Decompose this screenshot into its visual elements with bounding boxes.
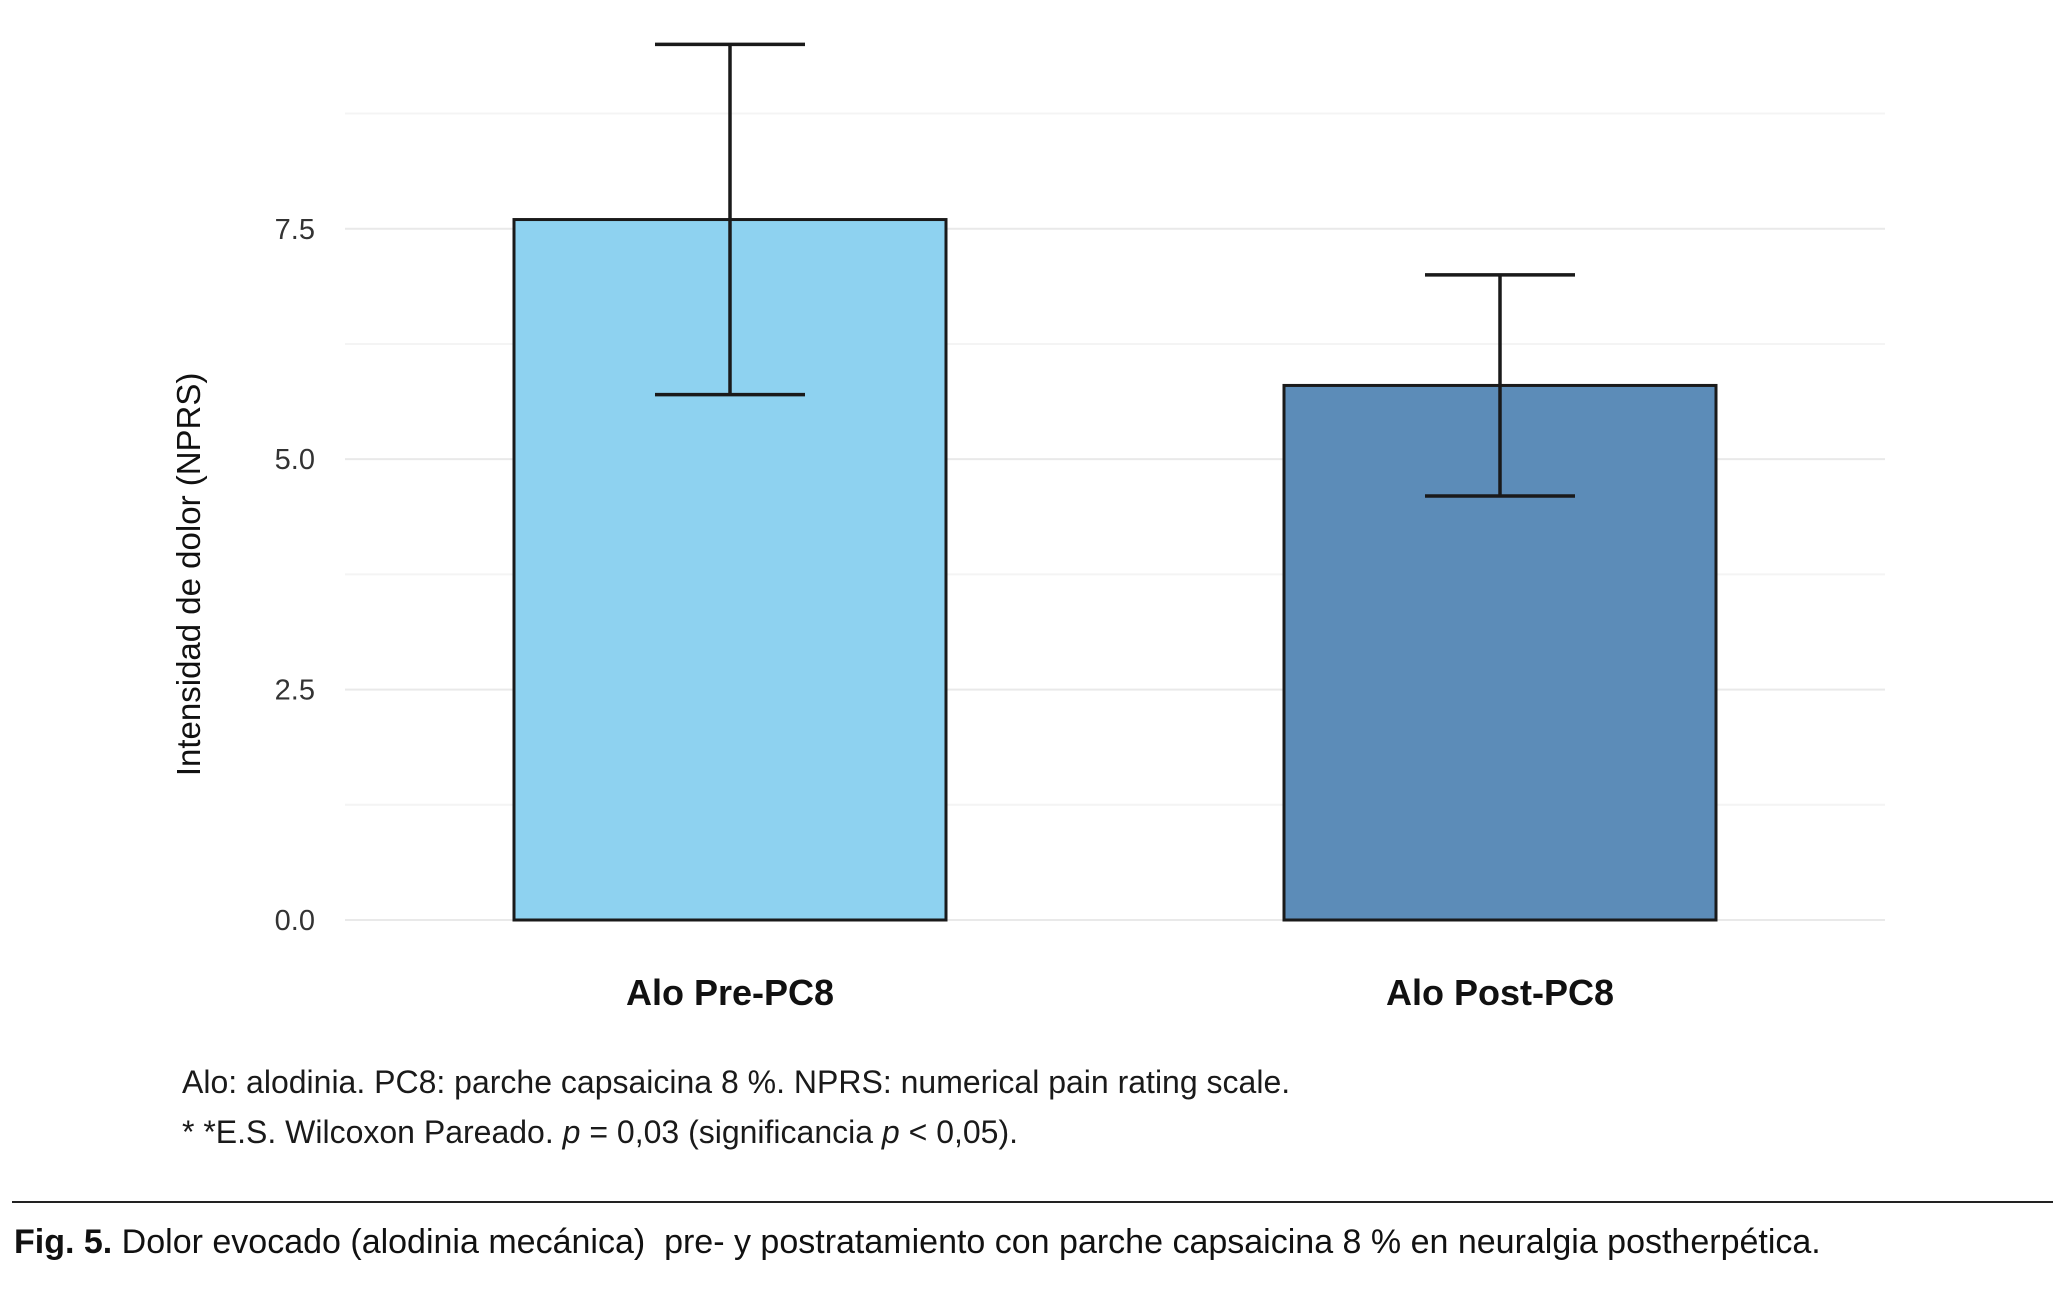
statistics-note-suffix: < 0,05). [899, 1113, 1019, 1150]
statistics-note-p-symbol: p [562, 1113, 581, 1150]
statistics-note-mid: = 0,03 (significancia [580, 1113, 882, 1150]
figure-caption-text: Dolor evocado (alodinia mecánica) pre- y… [112, 1223, 1821, 1261]
y-axis-label: Intensidad de dolor (NPRS) [170, 373, 207, 777]
chart-footnotes: Alo: alodinia. PC8: parche capsaicina 8 … [182, 1058, 1290, 1157]
statistics-note-prefix: * *E.S. Wilcoxon Pareado. [182, 1113, 563, 1150]
figure-caption: Fig. 5. Dolor evocado (alodinia mecánica… [14, 1220, 2004, 1264]
y-tick-label: 0.0 [275, 905, 315, 937]
figure-caption-label: Fig. 5. [14, 1223, 113, 1261]
statistics-note-p-symbol-2: p [881, 1113, 900, 1150]
bar-chart: 0.0 2.5 5.0 7.5 Alo Pre-PC8 Alo Post-PC8 Inten… [170, 42, 1885, 1013]
y-tick-label: 5.0 [275, 444, 315, 476]
chart-canvas: 0.0 2.5 5.0 7.5 Alo Pre-PC8 Alo Post-PC8 Inten… [170, 42, 1885, 1013]
abbreviations-note: Alo: alodinia. PC8: parche capsaicina 8 … [182, 1058, 1290, 1108]
y-tick-label: 2.5 [275, 675, 315, 707]
x-category-label-0: Alo Pre-PC8 [626, 972, 834, 1013]
x-category-label-1: Alo Post-PC8 [1386, 972, 1614, 1013]
caption-divider [12, 1201, 2053, 1203]
y-tick-label: 7.5 [275, 214, 315, 246]
abbreviations-note-text: Alo: alodinia. PC8: parche capsaicina 8 … [182, 1064, 1291, 1100]
statistics-note: * *E.S. Wilcoxon Pareado. p = 0,03 (sign… [182, 1108, 1290, 1158]
